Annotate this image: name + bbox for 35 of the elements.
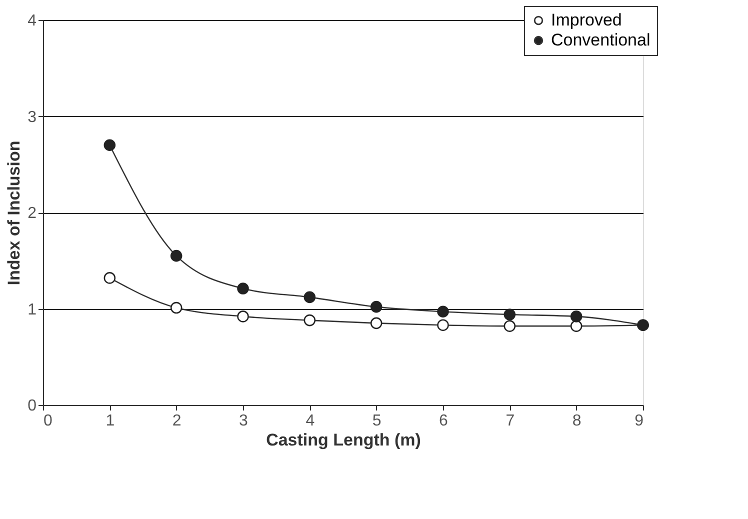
x-axis-title: Casting Length (m) bbox=[266, 430, 421, 450]
y-tick-label: 3 bbox=[28, 108, 37, 126]
y-tick-label: 4 bbox=[28, 12, 37, 30]
x-tick-label: 5 bbox=[372, 412, 382, 430]
legend-label: Conventional bbox=[551, 30, 650, 50]
point bbox=[437, 319, 449, 331]
y-tick-label: 0 bbox=[28, 398, 37, 414]
point bbox=[504, 308, 516, 320]
legend-label: Improved bbox=[551, 10, 622, 30]
point bbox=[437, 306, 449, 318]
point bbox=[304, 291, 316, 304]
point bbox=[237, 282, 249, 294]
x-tick-label: 1 bbox=[106, 412, 115, 430]
x-tick-label: 3 bbox=[239, 412, 248, 430]
y-tick-label: 1 bbox=[28, 301, 37, 318]
point bbox=[504, 320, 516, 332]
point bbox=[304, 314, 316, 326]
x-tick-label: 4 bbox=[306, 412, 315, 430]
point bbox=[104, 272, 116, 284]
y-tick-label: 2 bbox=[28, 205, 37, 222]
point bbox=[370, 300, 382, 313]
x-tick-label: 7 bbox=[506, 412, 515, 430]
point bbox=[104, 139, 116, 152]
point bbox=[170, 250, 182, 262]
point bbox=[370, 317, 382, 330]
point bbox=[570, 310, 582, 322]
x-tick-label: 6 bbox=[439, 412, 448, 430]
point bbox=[570, 320, 582, 332]
x-tick-label: 2 bbox=[172, 412, 182, 430]
point bbox=[170, 302, 182, 314]
x-tick-label: 8 bbox=[572, 412, 582, 430]
point bbox=[237, 310, 249, 322]
y-axis-title: Index of Inclusion bbox=[4, 140, 24, 286]
x-tick-label: 0 bbox=[44, 412, 52, 430]
x-tick-label: 9 bbox=[634, 412, 644, 430]
